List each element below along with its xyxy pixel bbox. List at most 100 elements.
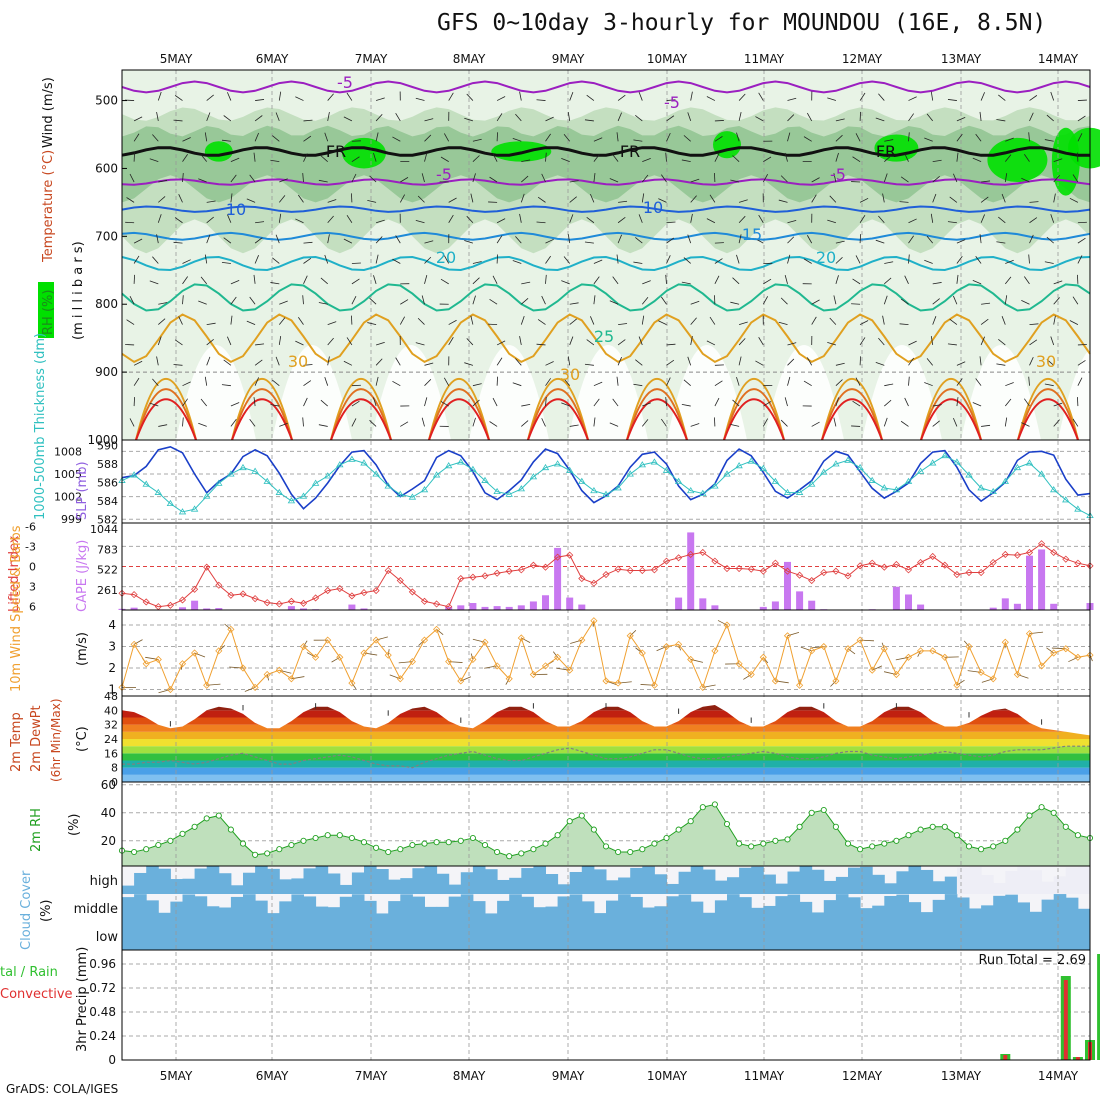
wind-barb	[811, 177, 820, 183]
cape-bar	[529, 601, 537, 610]
day-label-bottom: 10MAY	[647, 1069, 688, 1083]
lifted-index-point	[1050, 548, 1058, 557]
rh-point	[131, 848, 138, 856]
cloud-bar	[303, 868, 317, 894]
wind-barb	[424, 379, 432, 386]
lifted-index-point	[166, 601, 174, 609]
cape-bar	[469, 603, 477, 610]
wind-barb	[755, 360, 764, 366]
wind-barb	[302, 295, 304, 305]
wind-barb	[246, 198, 256, 203]
wind10-barb	[956, 679, 965, 686]
cloud-bar	[654, 874, 667, 894]
wind-barb	[762, 418, 769, 427]
wind-barb	[642, 402, 651, 407]
wind-barb	[253, 152, 256, 162]
wind-barb	[900, 176, 909, 183]
wind-barb	[298, 194, 304, 203]
wind-barb	[829, 195, 837, 203]
lifted-index-point	[614, 565, 622, 573]
cape-axis-label: CAPE (J/kg)	[75, 540, 90, 612]
cloud-bar	[1005, 922, 1018, 950]
wind-barb	[536, 99, 546, 101]
wind-barb	[496, 96, 506, 101]
wind10-barb	[743, 674, 752, 680]
wind-barb	[1021, 177, 1030, 183]
wind10-barb	[266, 674, 270, 681]
wind-barb	[661, 296, 667, 305]
wind-barb	[975, 378, 982, 386]
temperature-axis-label: Temperature (°C)	[41, 150, 56, 263]
wind-barb	[448, 92, 454, 101]
wind-barb	[545, 238, 554, 244]
precip-tick: 0.24	[89, 1029, 116, 1043]
wind10-point	[469, 655, 477, 664]
lifted-index-point	[493, 569, 501, 577]
lifted-index-point	[251, 595, 259, 603]
wind-barb	[375, 376, 379, 386]
cloud-bar	[678, 894, 692, 922]
wind-barb	[324, 132, 329, 142]
cloud-bar	[593, 913, 607, 922]
wind-barb	[302, 173, 304, 183]
rh-point	[941, 823, 948, 830]
wind-barb	[466, 93, 474, 101]
wind-barb	[174, 217, 183, 224]
wind-barb	[320, 155, 328, 162]
thickness-point	[868, 476, 876, 483]
wind-barb	[1046, 236, 1054, 244]
wind-barb	[763, 278, 772, 285]
wind-barb	[569, 92, 574, 101]
rh-point	[143, 846, 150, 853]
cloud-bar	[460, 894, 474, 922]
thickness-point	[239, 463, 247, 471]
wind-barb	[327, 337, 334, 346]
wind-barb	[174, 339, 183, 346]
wind-barb	[787, 342, 797, 346]
wind-barb	[666, 132, 671, 142]
lifted-index-point	[529, 561, 537, 569]
wind-barb	[133, 377, 140, 386]
wind-barb	[811, 316, 817, 325]
cape-bar	[699, 598, 707, 610]
wind-barb	[1077, 377, 1083, 386]
temp-tick: 24	[104, 733, 118, 746]
rh-point	[772, 837, 779, 844]
cloud-bar	[714, 922, 728, 950]
wind-barb	[302, 417, 304, 427]
wind-barb	[472, 277, 480, 285]
rh-point	[518, 850, 525, 857]
wind-barb	[883, 173, 888, 183]
rh-dry-plume	[371, 344, 451, 440]
thickness-point	[493, 487, 501, 495]
wind-barb	[641, 419, 649, 427]
wind10-tick: 4	[108, 618, 116, 632]
thickness-point	[311, 479, 320, 486]
thickness-point	[372, 470, 380, 477]
precip-tick: 0.48	[89, 1005, 116, 1019]
cape-bar	[808, 600, 816, 610]
wind-barb	[204, 376, 208, 386]
thickness-point	[892, 486, 901, 493]
cape-bar	[445, 606, 453, 610]
wind-barb	[545, 378, 551, 386]
thickness-point	[384, 482, 392, 489]
wind-barb	[738, 93, 746, 101]
day-label-bottom: 8MAY	[453, 1069, 486, 1083]
wind-barb	[303, 257, 312, 264]
thickness-point	[880, 484, 889, 491]
isotherm-dome	[920, 398, 982, 441]
rh-point	[215, 812, 222, 819]
wind-barb	[255, 343, 265, 346]
cloud-bar	[860, 922, 873, 950]
wind-barb	[833, 295, 837, 305]
wind-barb	[787, 254, 791, 264]
rh-point	[179, 830, 186, 837]
rh-point	[445, 839, 452, 846]
lifted-index-point	[723, 564, 731, 573]
wind-barb	[129, 418, 135, 427]
rh-point	[675, 826, 682, 833]
wind-barb	[152, 256, 159, 264]
lifted-index-point	[602, 570, 610, 579]
thickness-point	[275, 488, 284, 495]
